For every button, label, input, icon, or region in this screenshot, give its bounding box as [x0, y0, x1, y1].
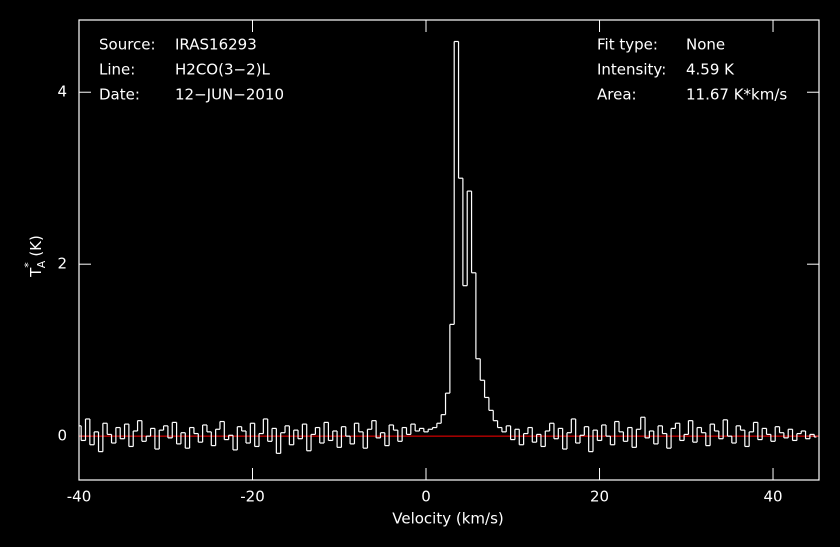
- x-tick-label: -40: [67, 488, 92, 506]
- info-label: Source:: [99, 36, 156, 54]
- x-tick-label: 0: [421, 488, 431, 506]
- x-axis-label: Velocity (km/s): [392, 510, 503, 528]
- y-label-sub: A: [35, 260, 48, 268]
- y-label-sup: *: [22, 262, 35, 268]
- info-value: 12−JUN−2010: [175, 86, 284, 104]
- info-value: 4.59 K: [686, 61, 735, 79]
- x-tick-label: -20: [240, 488, 265, 506]
- y-tick-label: 0: [57, 427, 67, 445]
- step-connector: [80, 41, 815, 454]
- info-label: Date:: [99, 86, 140, 104]
- y-tick-label: 4: [57, 83, 67, 101]
- x-tick-label: 40: [763, 488, 782, 506]
- info-label: Intensity:: [597, 61, 666, 79]
- info-label: Fit type:: [597, 36, 658, 54]
- info-value: H2CO(3−2)L: [175, 61, 270, 79]
- info-label: Line:: [99, 61, 135, 79]
- info-value: 11.67 K*km/s: [686, 86, 787, 104]
- info-value: IRAS16293: [175, 36, 257, 54]
- y-label-unit: (K): [27, 235, 45, 257]
- plot-frame: [78, 19, 820, 481]
- y-tick-label: 2: [57, 255, 67, 273]
- x-tick-label: 20: [590, 488, 609, 506]
- y-axis-label: T*A (K): [22, 235, 48, 278]
- info-label: Area:: [597, 86, 637, 104]
- y-label-base: T: [27, 267, 45, 278]
- info-value: None: [686, 36, 725, 54]
